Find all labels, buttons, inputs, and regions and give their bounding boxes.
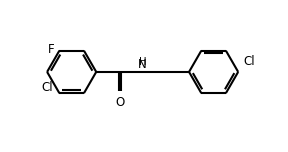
- Text: H: H: [139, 57, 146, 67]
- Text: Cl: Cl: [243, 55, 255, 68]
- Text: Cl: Cl: [41, 81, 53, 94]
- Text: O: O: [116, 96, 125, 109]
- Text: N: N: [138, 58, 147, 71]
- Text: F: F: [48, 43, 54, 56]
